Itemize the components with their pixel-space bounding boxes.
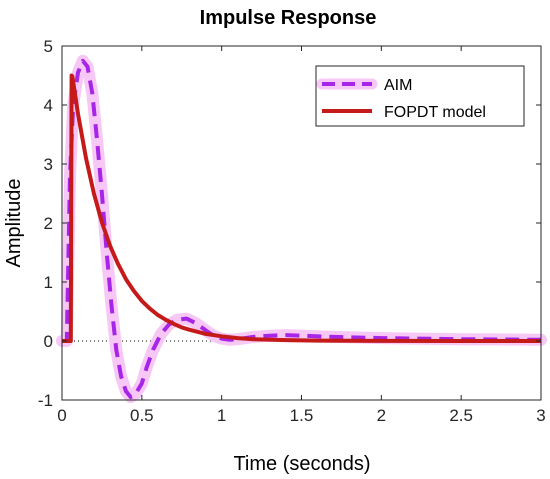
y-tick-label: 1 [44, 273, 53, 292]
y-tick-label: 3 [44, 155, 53, 174]
series-group [56, 54, 547, 404]
series-fopdt-line [62, 73, 541, 343]
x-tick-labels: 0 0.5 1 1.5 2 2.5 3 [57, 406, 545, 425]
y-tick-label: -1 [38, 391, 53, 410]
ticks-group [61, 45, 542, 401]
legend: AIM FOPDT model [315, 65, 525, 127]
x-tick-label: 2.5 [449, 406, 473, 425]
x-tick-label: 2 [377, 406, 386, 425]
legend-aim-label: AIM [384, 77, 412, 94]
x-tick-label: 1 [217, 406, 226, 425]
y-tick-label: 0 [44, 332, 53, 351]
legend-fopdt-label: FOPDT model [384, 104, 486, 121]
x-tick-label: 0.5 [130, 406, 154, 425]
legend-box [315, 65, 525, 127]
y-tick-label: 5 [44, 37, 53, 56]
x-tick-label: 3 [536, 406, 545, 425]
y-tick-label: 2 [44, 214, 53, 233]
y-tick-label: 4 [44, 96, 53, 115]
x-tick-label: 0 [57, 406, 66, 425]
x-tick-label: 1.5 [290, 406, 314, 425]
chart-title: Impulse Response [200, 7, 377, 29]
x-axis-label: Time (seconds) [233, 453, 370, 475]
y-tick-labels: -1 0 1 2 3 4 5 [38, 37, 53, 410]
y-axis-label: Amplitude [3, 179, 25, 268]
series-aim-line [62, 58, 542, 400]
